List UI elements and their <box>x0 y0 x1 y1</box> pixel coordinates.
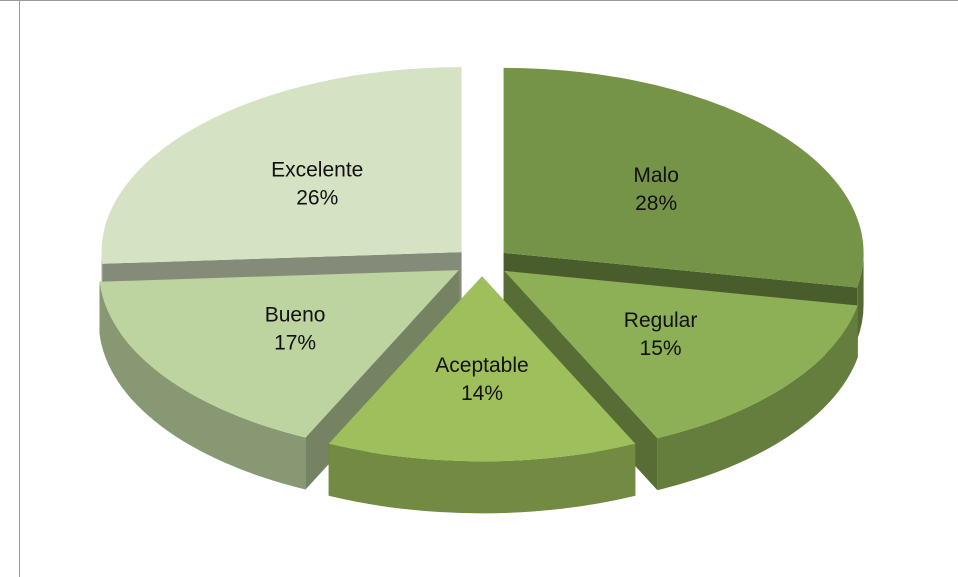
slice-label-aceptable: Aceptable <box>435 354 528 377</box>
slice-value-malo: 28% <box>635 192 677 215</box>
pie-slice-aceptable <box>328 276 636 514</box>
pie-slice-top <box>101 67 462 264</box>
slice-label-excelente: Excelente <box>271 158 363 181</box>
slice-value-excelente: 26% <box>296 186 338 209</box>
pie-slice-edge <box>99 281 306 490</box>
pie-slice-top <box>503 67 864 288</box>
slice-value-regular: 15% <box>640 337 682 360</box>
slice-value-bueno: 17% <box>274 331 316 354</box>
slice-label-malo: Malo <box>633 164 679 187</box>
pie-slice-edge <box>328 443 636 514</box>
slice-label-regular: Regular <box>624 309 698 332</box>
pie-slice-top <box>99 270 459 438</box>
pie-slice-top <box>504 270 858 439</box>
pie-slice-edge <box>857 252 864 340</box>
pie-slice-top <box>328 276 636 462</box>
pie-slice-edge <box>657 305 858 491</box>
slice-label-bueno: Bueno <box>265 303 326 326</box>
slice-value-aceptable: 14% <box>461 382 503 405</box>
